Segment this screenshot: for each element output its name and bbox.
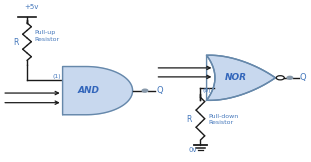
Text: Q: Q [300,73,306,82]
Text: +5v: +5v [24,4,38,10]
Polygon shape [63,67,132,115]
Text: R: R [13,38,18,47]
Text: (0): (0) [203,88,211,93]
Circle shape [142,89,148,92]
Text: AND: AND [78,86,100,95]
Text: (1): (1) [53,74,61,79]
Text: NOR: NOR [225,73,247,82]
Text: R: R [186,115,192,124]
Text: Pull-up
Resistor: Pull-up Resistor [35,30,60,42]
Polygon shape [207,55,275,100]
Text: 0v: 0v [189,147,197,153]
Text: Pull-down
Resistor: Pull-down Resistor [208,114,239,125]
Circle shape [287,76,293,79]
Text: Q: Q [156,86,163,95]
